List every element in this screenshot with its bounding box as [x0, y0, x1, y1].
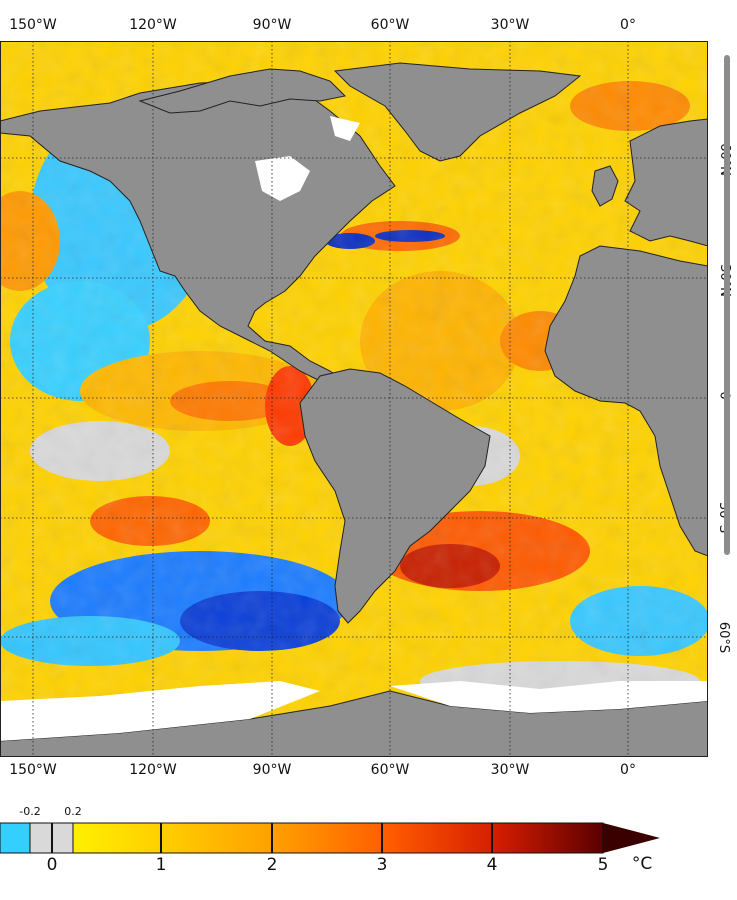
sea-surface-temperature-anomaly-map	[0, 41, 708, 757]
colorbar-tick-2: 2	[266, 855, 278, 875]
colorbar-major-ticks	[51, 823, 493, 853]
africa-land	[544, 245, 708, 557]
colorbar-unit-label: °C	[631, 854, 653, 874]
colorbar-tick-1: 1	[155, 855, 167, 875]
colorbar-minor-tick-02: 0.2	[64, 805, 82, 818]
lon-label-top-120w: 120°W	[129, 17, 177, 33]
greenland-land	[333, 62, 582, 162]
map-frame	[0, 41, 708, 757]
colorbar-tick-3: 3	[376, 855, 388, 875]
lon-label-bottom-0: 0°	[620, 762, 636, 778]
lon-label-bottom-60w: 60°W	[370, 762, 410, 778]
lon-label-bottom-90w: 90°W	[252, 762, 292, 778]
lon-label-bottom-150w: 150°W	[9, 762, 57, 778]
british-isles-land	[591, 165, 619, 207]
lon-label-top-30w: 30°W	[490, 17, 530, 33]
colorbar-minor-tick-neg02: -0.2	[19, 805, 41, 818]
sea-ice	[0, 116, 708, 741]
europe-land	[624, 118, 708, 247]
lon-label-top-60w: 60°W	[370, 17, 410, 33]
colorbar-tick-5: 5	[597, 855, 609, 875]
graticule	[0, 41, 708, 757]
colorbar-cold-segment	[0, 823, 30, 853]
colorbar-extend-arrow	[603, 823, 660, 853]
lon-label-top-90w: 90°W	[252, 17, 292, 33]
colorbar-tick-0: 0	[46, 855, 58, 875]
lon-label-top-0: 0°	[620, 17, 636, 33]
lon-label-top-150w: 150°W	[9, 17, 57, 33]
colorbar-tick-4: 4	[486, 855, 498, 875]
south-america-land	[299, 368, 491, 624]
vertical-scrollbar[interactable]	[724, 55, 730, 555]
lat-label-60s: 60°S	[716, 621, 732, 654]
north-america-land	[0, 80, 396, 382]
arctic-islands	[138, 68, 347, 114]
lon-label-bottom-120w: 120°W	[129, 762, 177, 778]
colorbar-minor-ticks	[29, 823, 74, 853]
lon-label-bottom-30w: 30°W	[490, 762, 530, 778]
colorbar-warm-gradient	[73, 823, 603, 853]
colorbar	[0, 822, 660, 854]
